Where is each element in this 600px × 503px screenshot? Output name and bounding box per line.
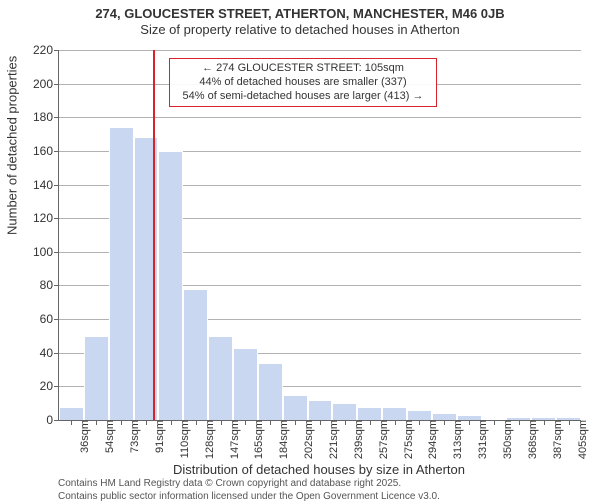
footer-line1: Contains HM Land Registry data © Crown c…	[58, 478, 580, 491]
histogram-bar	[84, 336, 109, 420]
histogram-bar	[357, 407, 382, 420]
gridline	[59, 50, 581, 51]
y-tick-label: 80	[40, 278, 59, 292]
histogram-bar	[382, 407, 407, 420]
x-tick-label: 368sqm	[519, 420, 539, 459]
x-tick-label: 147sqm	[221, 420, 241, 459]
title-block: 274, GLOUCESTER STREET, ATHERTON, MANCHE…	[0, 6, 600, 39]
x-tick-label: 387sqm	[544, 420, 564, 459]
x-tick-label: 91sqm	[146, 420, 166, 453]
histogram-bar	[233, 348, 258, 420]
histogram-bar	[183, 289, 208, 420]
x-tick-label: 405sqm	[569, 420, 589, 459]
x-tick-label: 110sqm	[171, 420, 191, 458]
y-tick-label: 200	[33, 77, 59, 91]
x-tick-label: 275sqm	[395, 420, 415, 459]
footer-line2: Contains public sector information licen…	[58, 491, 580, 503]
histogram-bar	[258, 363, 283, 420]
figure: 274, GLOUCESTER STREET, ATHERTON, MANCHE…	[0, 0, 600, 500]
x-tick-label: 202sqm	[295, 420, 315, 459]
histogram-bar	[308, 400, 333, 420]
x-tick-label: 350sqm	[494, 420, 514, 459]
footer: Contains HM Land Registry data © Crown c…	[58, 478, 580, 503]
x-tick-label: 128sqm	[196, 420, 216, 459]
annotation-box: ← 274 GLOUCESTER STREET: 105sqm44% of de…	[169, 58, 437, 107]
annotation-line: 44% of detached houses are smaller (337)	[176, 76, 430, 90]
y-tick-label: 60	[40, 312, 59, 326]
histogram-bar	[158, 151, 183, 420]
histogram-bar	[432, 413, 457, 420]
histogram-bar	[332, 403, 357, 420]
x-tick-label: 331sqm	[469, 420, 489, 459]
chart-title-line2: Size of property relative to detached ho…	[0, 22, 600, 38]
x-tick-label: 239sqm	[345, 420, 365, 459]
gridline	[59, 117, 581, 118]
x-tick-label: 221sqm	[320, 420, 340, 459]
x-tick-label: 36sqm	[71, 420, 91, 453]
chart-title-line1: 274, GLOUCESTER STREET, ATHERTON, MANCHE…	[0, 6, 600, 22]
histogram-bar	[283, 395, 308, 420]
y-tick-label: 220	[33, 43, 59, 57]
annotation-line: ← 274 GLOUCESTER STREET: 105sqm	[176, 62, 430, 76]
y-tick-label: 0	[46, 413, 59, 427]
x-tick-label: 184sqm	[270, 420, 290, 459]
y-tick-label: 100	[33, 245, 59, 259]
histogram-bar	[59, 407, 84, 420]
y-tick-label: 20	[40, 379, 59, 393]
plot-area: 02040608010012014016018020022036sqm54sqm…	[58, 50, 581, 421]
histogram-bar	[208, 336, 233, 420]
x-tick-label: 54sqm	[96, 420, 116, 453]
histogram-bar	[407, 410, 432, 420]
x-tick-label: 294sqm	[419, 420, 439, 459]
annotation-line: 54% of semi-detached houses are larger (…	[176, 90, 430, 104]
y-tick-label: 160	[33, 144, 59, 158]
histogram-bar	[109, 127, 134, 420]
x-tick-label: 313sqm	[444, 420, 464, 459]
x-axis-label: Distribution of detached houses by size …	[58, 462, 580, 477]
y-tick-label: 120	[33, 211, 59, 225]
x-tick-label: 73sqm	[121, 420, 141, 453]
x-tick-label: 257sqm	[370, 420, 390, 459]
x-tick-label: 165sqm	[245, 420, 265, 459]
y-axis-label: Number of detached properties	[5, 56, 20, 235]
y-tick-label: 140	[33, 178, 59, 192]
y-tick-label: 180	[33, 110, 59, 124]
reference-line	[153, 50, 155, 420]
y-tick-label: 40	[40, 346, 59, 360]
